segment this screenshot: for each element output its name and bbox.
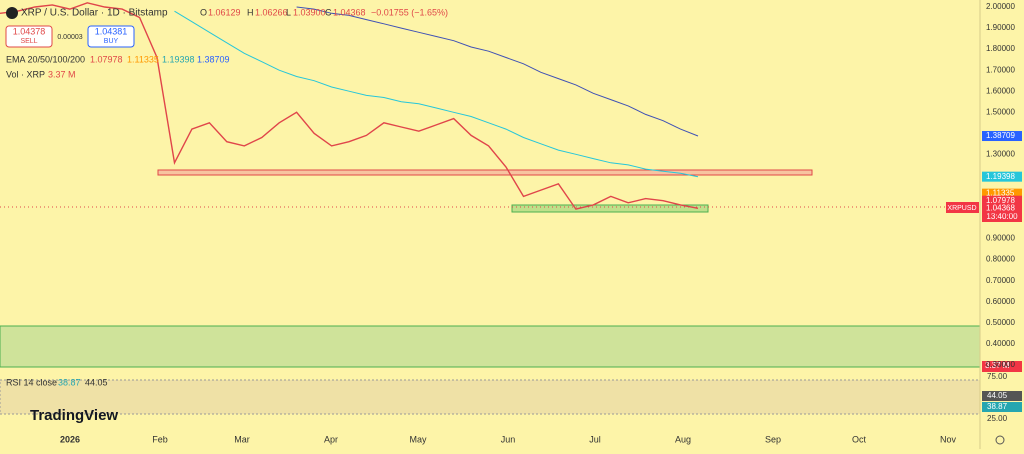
ohlc-label: O: [200, 7, 207, 17]
price-tick-label: 1.70000: [986, 65, 1015, 74]
time-tick-label: Oct: [852, 434, 867, 444]
price-tick-label: 0.60000: [986, 297, 1015, 306]
volume-badge-text: 3.37 M: [985, 361, 1010, 370]
vol-value: 3.37 M: [48, 69, 76, 79]
price-tick-label: 0.50000: [986, 318, 1015, 327]
ohlc-label: L: [286, 7, 291, 17]
rsi-value: 38.87: [58, 377, 81, 387]
ema100-line: [174, 10, 699, 178]
price-badge-text: 1.19398: [986, 172, 1015, 181]
symbol-icon: [6, 7, 18, 19]
time-tick-label: 2026: [60, 434, 80, 444]
time-tick-label: May: [409, 434, 427, 444]
ohlc-label: C: [325, 7, 332, 17]
countdown: 13:40:00: [986, 212, 1018, 221]
price-badge-text: 1.11335: [986, 189, 1015, 198]
sell-button[interactable]: [5, 25, 53, 48]
time-tick-label: Nov: [940, 434, 957, 444]
ema-value: 1.19398: [162, 54, 195, 64]
ohlc-value: 1.03900: [293, 7, 326, 17]
time-tick-label: Sep: [765, 434, 781, 444]
price-badge-text: 1.04368: [986, 203, 1015, 212]
logo: TradingView: [30, 407, 118, 424]
countdown-badge: [982, 212, 1022, 222]
price-tick-label: 1.60000: [986, 86, 1015, 95]
time-tick-label: Apr: [324, 434, 338, 444]
ema-value: 1.38709: [197, 54, 230, 64]
price-badge: [982, 171, 1022, 182]
rsi-axis-label: 25.00: [987, 414, 1008, 423]
price-badge-text: 1.38709: [986, 131, 1015, 140]
vol-label: Vol · XRP: [6, 69, 45, 79]
price-tick-label: 0.70000: [986, 276, 1015, 285]
price-tick-label: 0.90000: [986, 234, 1015, 243]
spread: 0.00003: [57, 34, 82, 41]
symbol-badge-text: XRPUSD: [947, 205, 976, 212]
ohlc-value: 1.06129: [208, 7, 241, 17]
sell-price[interactable]: 1.04378: [13, 26, 46, 36]
price-badge: [982, 195, 1022, 206]
volume-zone: [0, 325, 981, 368]
price-badge: [982, 188, 1022, 199]
price-tick-label: 0.30000: [986, 360, 1015, 369]
symbol-badge: [946, 202, 979, 213]
price-line: [0, 2, 699, 210]
ohlc-label: H: [247, 7, 254, 17]
ohlc-change: −0.01755 (−1.65%): [371, 7, 448, 17]
symbol-title: XRP / U.S. Dollar · 1D · Bitstamp: [21, 8, 168, 19]
ema-value: 1.07978: [90, 54, 123, 64]
price-tick-label: 1.80000: [986, 44, 1015, 53]
price-tick-label: 2.00000: [986, 2, 1015, 11]
rsi-band: [0, 379, 981, 415]
buy-button[interactable]: [87, 25, 135, 48]
time-tick-label: Aug: [675, 434, 691, 444]
plot: [0, 2, 699, 210]
price-tick-label: 0.80000: [986, 255, 1015, 264]
resistance-zone: [157, 169, 813, 176]
rsi-axis-label: 44.05: [987, 391, 1008, 400]
time-tick-label: Jul: [589, 434, 601, 444]
rsi-badge: [982, 391, 1022, 401]
buy-label[interactable]: BUY: [104, 38, 119, 45]
ema-label: EMA 20/50/100/200: [6, 54, 85, 64]
rsi-label: RSI 14 close: [6, 377, 57, 387]
ohlc-value: 1.06266: [255, 7, 288, 17]
time-tick-label: Mar: [234, 434, 250, 444]
volume-badge: [982, 361, 1022, 372]
settings-icon[interactable]: [995, 435, 1005, 445]
sell-label[interactable]: SELL: [20, 38, 37, 45]
rsi-axis-label: 38.87: [987, 402, 1008, 411]
ohlc-value: 1.04368: [333, 7, 366, 17]
ema-value: 1.11335: [127, 54, 159, 64]
time-tick-label: Feb: [152, 434, 168, 444]
rsi-badge: [982, 402, 1022, 412]
price-badge: [982, 131, 1022, 142]
rsi-ma: 44.05: [85, 377, 108, 387]
price-tick-label: 1.30000: [986, 149, 1015, 158]
price-tick-label: 1.50000: [986, 107, 1015, 116]
price-tick-label: 0.40000: [986, 339, 1015, 348]
ema200-line: [296, 6, 699, 137]
support-zone: [511, 204, 709, 213]
time-tick-label: Jun: [501, 434, 516, 444]
rsi-axis-label: 75.00: [987, 372, 1008, 381]
price-badge: [982, 203, 1022, 214]
price-badge-text: 1.07978: [986, 196, 1015, 205]
buy-price[interactable]: 1.04381: [95, 26, 128, 36]
price-tick-label: 1.90000: [986, 23, 1015, 32]
